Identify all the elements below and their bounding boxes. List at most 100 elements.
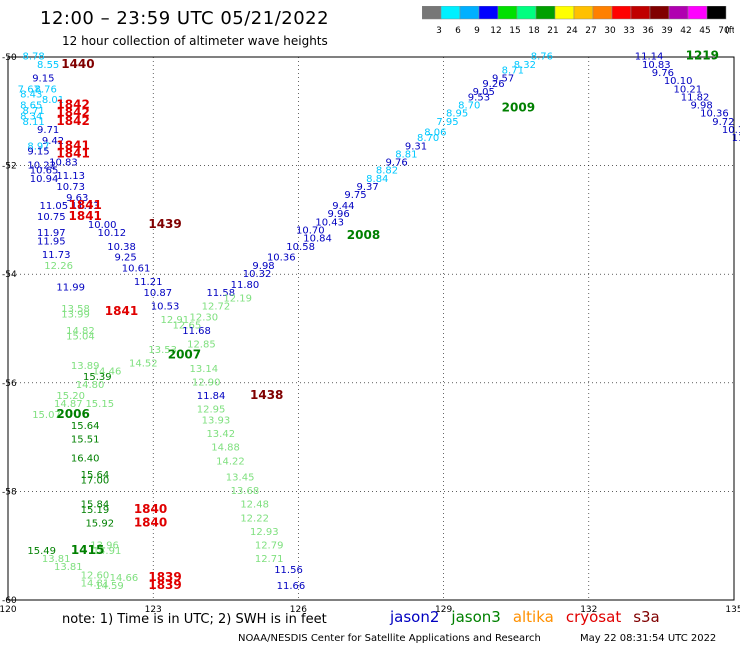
wave-height-value: 11.99 — [56, 282, 85, 293]
wave-height-value: 8.81 — [395, 149, 417, 160]
wave-height-value: 15.20 — [56, 391, 85, 402]
scale-swatch — [516, 6, 537, 20]
pass-time-label: 1438 — [250, 388, 283, 402]
scale-label: 18 — [528, 26, 540, 36]
wave-height-value: 8.82 — [376, 166, 398, 177]
wave-height-value: 10.00 — [88, 220, 117, 231]
wave-height-value: 10.53 — [151, 301, 180, 312]
wave-height-value: 9.15 — [32, 73, 54, 84]
wave-height-value: 11.21 — [134, 277, 163, 288]
map-frame — [7, 56, 735, 601]
satellite-jason2: jason2 — [390, 608, 440, 626]
wave-height-value: 15.51 — [71, 435, 100, 446]
pass-time-label: 1840 — [134, 516, 167, 530]
scale-label: 9 — [474, 26, 480, 36]
pass-time-label: 1841 — [105, 304, 138, 318]
lat-tick-label: -58 — [2, 487, 17, 497]
wave-height-value: 9.57 — [492, 73, 514, 84]
scale-swatch — [592, 6, 613, 20]
satellite-altika: altika — [512, 608, 554, 626]
wave-height-value: 10.38 — [107, 242, 136, 253]
pass-time-label: 2007 — [168, 347, 201, 361]
wave-height-value: 10.36 — [267, 253, 296, 264]
pass-time-label: 1840 — [134, 502, 167, 516]
wave-height-value: 14.81 — [81, 578, 110, 589]
wave-height-value: 8.55 — [37, 60, 59, 71]
wave-height-value: 13.89 — [71, 361, 100, 372]
wave-height-value: 12.19 — [223, 293, 252, 304]
wave-height-value: 15.15 — [85, 399, 114, 410]
wave-height-value: 15.64 — [71, 421, 100, 432]
wave-height-value: 10.94 — [30, 174, 59, 185]
wave-height-value: 15.64 — [81, 470, 110, 481]
wave-height-value: 9.31 — [405, 141, 427, 152]
wave-height-value: 10.75 — [37, 212, 66, 223]
scale-label: 70 — [718, 26, 730, 36]
wave-height-value: 11.13 — [56, 171, 85, 182]
pass-time-label: 1841 — [69, 198, 102, 212]
footer-timestamp: May 22 08:31:54 UTC 2022 — [580, 633, 717, 644]
wave-height-value: 14.87 — [54, 399, 83, 410]
wave-height-value: 12.22 — [240, 513, 269, 524]
wave-height-value: 8.01 — [42, 95, 64, 106]
scale-label: 33 — [623, 26, 634, 36]
wave-height-value: 11.68 — [182, 326, 211, 337]
wave-height-value: 13.81 — [54, 562, 83, 573]
pass-time-label: 1841 — [56, 146, 89, 160]
pass-time-label: 1841 — [56, 138, 89, 152]
scale-label: 3 — [436, 26, 442, 36]
wave-height-value: 9.44 — [332, 201, 354, 212]
footer-note: note: 1) Time is in UTC; 2) SWH is in fe… — [62, 612, 327, 627]
wave-height-value: 12.72 — [202, 301, 231, 312]
wave-height-value: 9.26 — [482, 79, 504, 90]
wave-height-value: 11.82 — [681, 92, 710, 103]
wave-height-value: 11.66 — [277, 581, 306, 592]
wave-height-value: 11.84 — [197, 391, 226, 402]
wave-height-value: 8.70 — [458, 101, 480, 112]
wave-height-value: 12.60 — [81, 570, 110, 581]
lat-tick-label: -56 — [2, 379, 17, 389]
wave-height-value: 9.76 — [652, 68, 674, 79]
wave-height-value: 10.12 — [98, 228, 127, 239]
pass-time-label: 2006 — [56, 407, 89, 421]
scale-label: 21 — [547, 26, 558, 36]
wave-height-value: 15.19 — [81, 505, 110, 516]
wave-height-value: 10.22 — [27, 160, 56, 171]
wave-height-value: 10.70 — [296, 225, 325, 236]
wave-height-value: 11.97 — [37, 228, 66, 239]
wave-height-value: 9.96 — [327, 209, 349, 220]
wave-height-value: 15.07 — [32, 410, 61, 421]
pass-time-label: 2008 — [347, 228, 380, 242]
wave-height-value: 10.58 — [286, 242, 315, 253]
wave-height-value: 9.05 — [473, 87, 495, 98]
page-title: 12:00 – 23:59 UTC 05/21/2022 — [40, 8, 330, 29]
scale-swatch — [554, 6, 575, 20]
wave-height-value: 10.43 — [315, 217, 344, 228]
page-subtitle: 12 hour collection of altimeter wave hei… — [62, 34, 328, 48]
wave-height-value: 13.93 — [202, 416, 231, 427]
wave-height-value: 15.84 — [81, 500, 110, 511]
wave-height-value: 10.65 — [30, 166, 59, 177]
wave-height-value: 10.32 — [243, 269, 272, 280]
wave-height-value: 8.43 — [20, 90, 42, 101]
lat-tick-label: -54 — [2, 270, 17, 280]
wave-height-value: 12.71 — [255, 554, 284, 565]
scale-swatch — [422, 6, 442, 20]
wave-height-value: 9.98 — [690, 101, 712, 112]
lon-tick-label: 120 — [0, 605, 17, 615]
wave-height-value: 16.40 — [71, 454, 100, 465]
scale-swatch — [649, 6, 670, 20]
wave-height-value: 8.84 — [366, 174, 388, 185]
scale-label: 27 — [585, 26, 596, 36]
satellite-jason3: jason3 — [451, 608, 501, 626]
wave-height-value: 11.58 — [206, 288, 235, 299]
wave-height-value: 9.75 — [344, 190, 366, 201]
wave-height-value: 13.58 — [61, 304, 90, 315]
wave-height-value: 10.84 — [303, 234, 332, 245]
scale-swatch — [440, 6, 461, 20]
wave-height-value: 14.66 — [110, 573, 139, 584]
scale-label: 6 — [455, 26, 461, 36]
wave-height-value: 12.30 — [190, 312, 219, 323]
pass-time-label: 1842 — [56, 98, 89, 112]
